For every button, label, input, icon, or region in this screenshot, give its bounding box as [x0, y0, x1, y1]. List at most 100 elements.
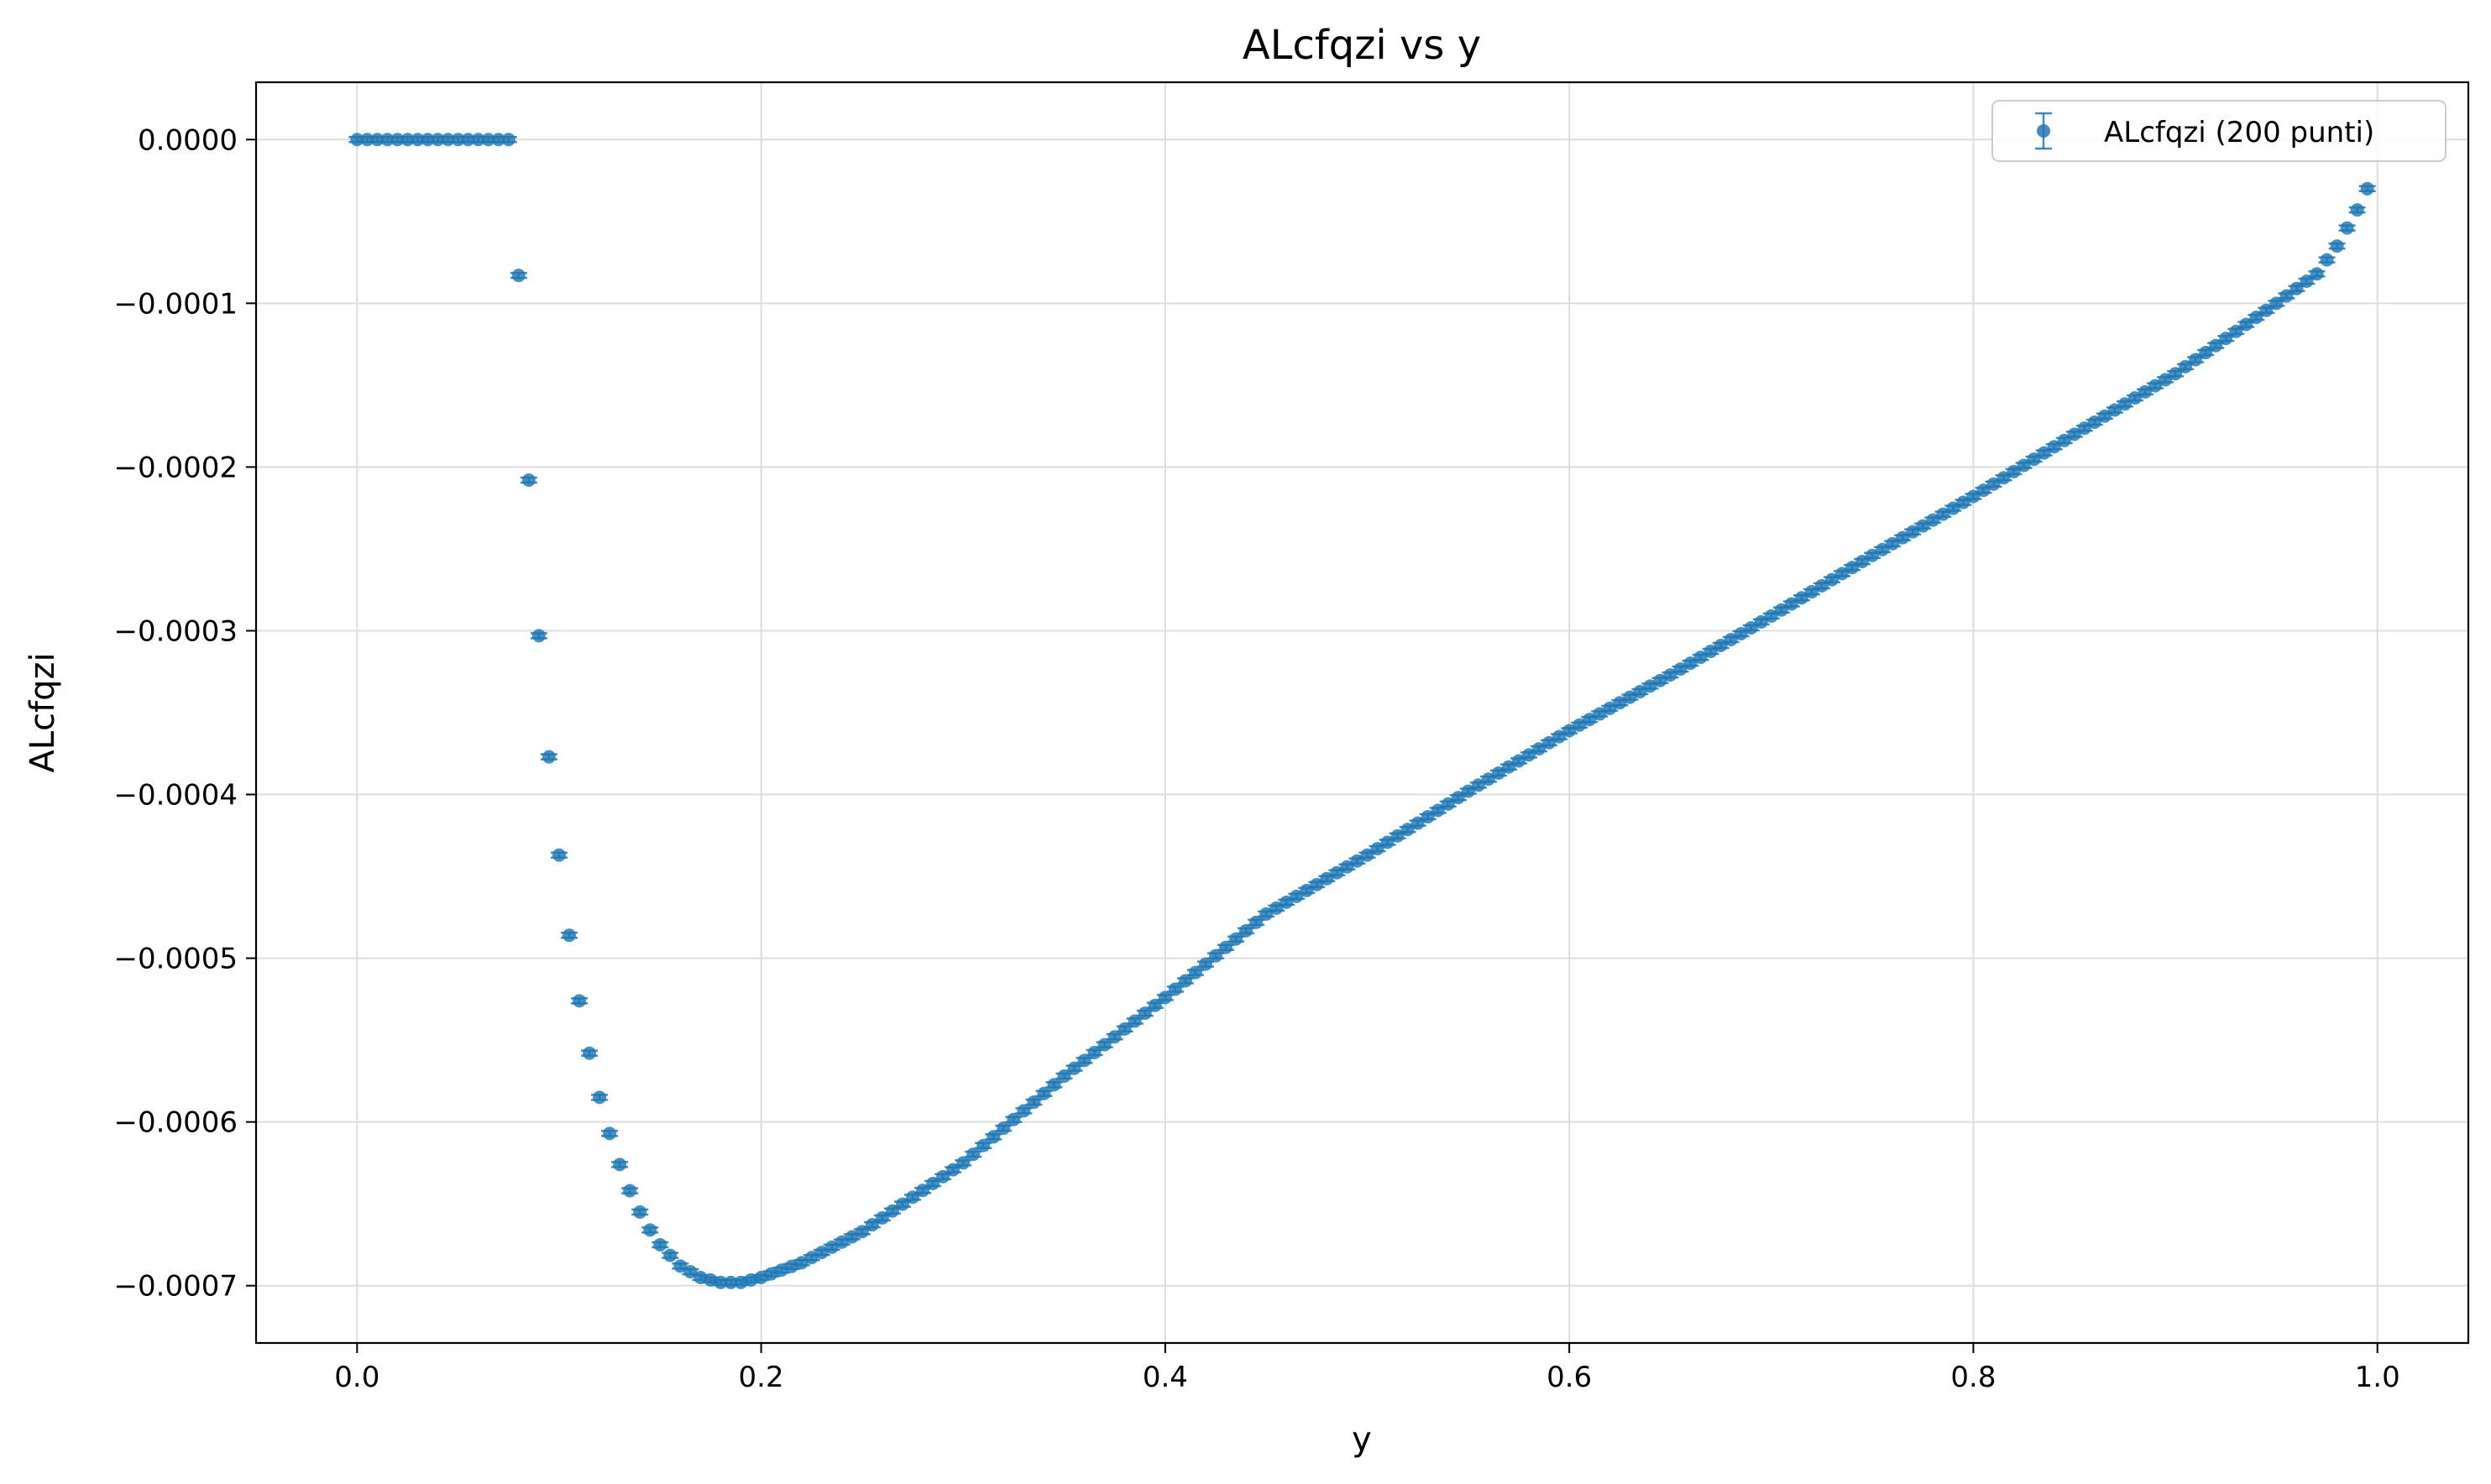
- x-axis-ticks: 0.0 0.2 0.4 0.6 0.8 1.0: [334, 1343, 2400, 1394]
- data-point: [1146, 998, 1164, 1012]
- data-point: [540, 750, 557, 764]
- data-point: [1116, 1022, 1133, 1036]
- point-marker: [2199, 346, 2213, 360]
- point-marker: [774, 1263, 788, 1278]
- point-marker: [1107, 1030, 1122, 1044]
- point-marker: [997, 1121, 1011, 1136]
- x-tick-label: 0.6: [1546, 1361, 1592, 1394]
- point-marker: [2169, 367, 2183, 381]
- point-marker: [643, 1223, 657, 1237]
- point-marker: [1057, 1069, 1071, 1084]
- point-marker: [633, 1204, 647, 1219]
- point-marker: [1158, 990, 1172, 1005]
- point-marker: [1117, 1022, 1132, 1036]
- data-point: [571, 994, 589, 1008]
- legend: ALcfqzi (200 punti): [1991, 100, 2447, 162]
- point-marker: [1007, 1112, 1021, 1126]
- data-point: [1156, 990, 1174, 1005]
- point-marker: [593, 1090, 607, 1105]
- y-tick-label: −0.0005: [114, 943, 238, 976]
- data-point: [965, 1147, 982, 1162]
- data-point: [2348, 203, 2366, 217]
- point-marker: [521, 473, 536, 488]
- data-point: [1166, 982, 1184, 996]
- point-marker: [2179, 359, 2193, 374]
- point-marker: [1229, 932, 1243, 946]
- point-marker: [1087, 1045, 1102, 1059]
- data-point: [1227, 932, 1245, 946]
- data-point: [1086, 1045, 1103, 1059]
- point-marker: [2300, 274, 2314, 289]
- data-point: [520, 473, 537, 488]
- y-tick-label: −0.0004: [114, 779, 238, 813]
- point-marker: [2360, 181, 2374, 196]
- point-marker: [603, 1126, 617, 1141]
- point-marker: [2310, 267, 2324, 281]
- point-marker: [1239, 923, 1253, 938]
- point-marker: [583, 1046, 597, 1060]
- point-marker: [511, 269, 526, 283]
- data-point: [560, 928, 578, 943]
- point-marker: [1027, 1095, 1041, 1110]
- data-point: [732, 1275, 750, 1289]
- data-point: [2328, 239, 2346, 253]
- data-point: [621, 1184, 639, 1198]
- point-marker: [2269, 296, 2284, 311]
- data-point: [601, 1126, 619, 1141]
- data-series: [348, 133, 2376, 1289]
- x-tick-label: 0.0: [334, 1361, 379, 1394]
- point-marker: [2189, 353, 2203, 367]
- point-marker: [2290, 281, 2304, 295]
- data-point: [2358, 181, 2376, 196]
- data-point: [550, 848, 568, 862]
- data-point: [591, 1090, 609, 1105]
- point-marker: [1047, 1078, 1061, 1092]
- point-marker: [613, 1157, 627, 1172]
- data-point: [1217, 940, 1235, 954]
- data-point: [1914, 519, 1932, 533]
- data-point: [1136, 1006, 1154, 1021]
- point-marker: [784, 1259, 798, 1273]
- data-point: [1025, 1095, 1043, 1110]
- point-marker: [653, 1237, 667, 1251]
- x-axis-label: y: [1352, 1420, 1372, 1459]
- x-tick-label: 0.2: [739, 1361, 784, 1394]
- data-point: [1015, 1104, 1033, 1118]
- data-point: [782, 1259, 800, 1273]
- point-marker: [2219, 332, 2233, 346]
- data-point: [1248, 915, 1265, 929]
- data-point: [1126, 1014, 1143, 1028]
- data-point: [1176, 974, 1194, 988]
- point-marker: [1219, 940, 1233, 954]
- data-point: [2308, 267, 2326, 281]
- data-point: [1005, 1112, 1023, 1126]
- point-marker: [623, 1184, 637, 1198]
- point-marker: [1128, 1014, 1142, 1028]
- data-point: [1065, 1061, 1083, 1075]
- point-marker: [693, 1270, 708, 1284]
- point-marker: [1138, 1006, 1152, 1021]
- point-marker: [966, 1147, 981, 1162]
- point-marker: [1077, 1053, 1091, 1068]
- data-point: [1186, 965, 1204, 980]
- point-marker: [1067, 1061, 1081, 1075]
- data-point: [1106, 1030, 1123, 1044]
- point-marker: [1148, 998, 1162, 1012]
- data-point: [975, 1138, 992, 1152]
- x-tick-label: 1.0: [2355, 1361, 2400, 1394]
- point-marker: [562, 928, 576, 943]
- point-marker: [1017, 1104, 1031, 1118]
- point-marker: [1199, 957, 1213, 971]
- data-point: [1207, 948, 1225, 963]
- y-tick-label: −0.0001: [114, 287, 238, 321]
- legend-label: ALcfqzi (200 punti): [2104, 116, 2374, 149]
- data-point: [510, 269, 527, 283]
- data-point: [2318, 253, 2336, 267]
- data-point: [955, 1156, 972, 1170]
- point-marker: [1168, 982, 1182, 996]
- point-marker: [1178, 974, 1192, 988]
- point-marker: [531, 629, 546, 643]
- point-marker: [2249, 311, 2263, 325]
- point-marker: [2229, 324, 2243, 338]
